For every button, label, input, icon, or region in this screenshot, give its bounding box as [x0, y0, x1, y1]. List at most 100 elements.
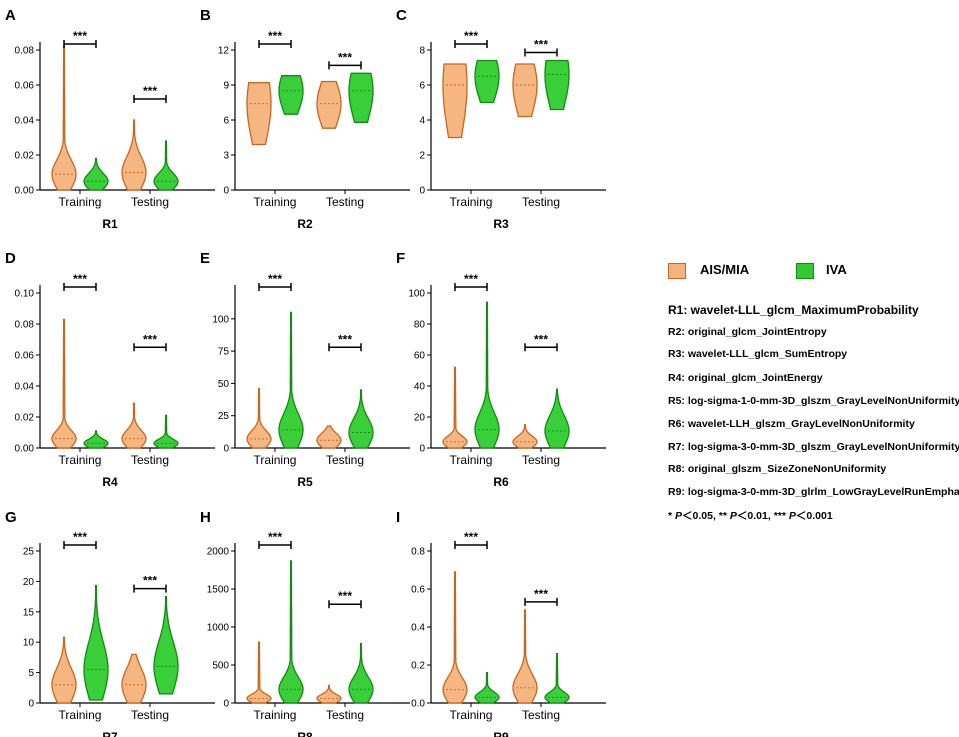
chart-title: R7: [102, 730, 118, 737]
y-tick-label: 500: [212, 661, 229, 672]
legend-label-iva: IVA: [826, 262, 847, 277]
violin-aismia-training: [51, 318, 77, 449]
y-tick-label: 0: [419, 186, 425, 197]
panel-g: G 0 5 10 15 20 25 Training Testing R7 *** ***: [5, 509, 215, 737]
significance-label: ***: [73, 272, 87, 286]
y-tick-label: 10: [23, 638, 35, 649]
significance-label: ***: [338, 332, 352, 346]
x-tick-label: Training: [450, 708, 493, 722]
y-tick-label: 0.4: [411, 623, 425, 634]
legend-swatch-iva: [796, 263, 814, 279]
significance-label: ***: [268, 272, 282, 286]
x-tick-label: Testing: [522, 195, 560, 209]
significance-label: ***: [143, 332, 157, 346]
feature-r3: R3: wavelet-LLL_glcm_SumEntropy: [668, 348, 848, 360]
panel-letter: E: [200, 250, 210, 267]
violin-iva-training: [278, 560, 304, 704]
chart-title: R2: [297, 217, 313, 231]
y-tick-label: 80: [414, 320, 426, 331]
x-tick-label: Training: [450, 453, 493, 467]
y-tick-label: 0.6: [411, 585, 425, 596]
violin-iva-testing: [348, 72, 374, 123]
y-tick-label: 0.04: [15, 382, 35, 393]
y-tick-label: 20: [414, 413, 426, 424]
y-tick-label: 0: [223, 186, 229, 197]
panel-letter: A: [5, 7, 16, 24]
significance-label: ***: [268, 530, 282, 544]
y-tick-label: 40: [414, 382, 426, 393]
violin-aismia-testing: [121, 119, 147, 191]
violin-iva-training: [474, 59, 500, 104]
p-note-part-3: ＜0.01, ***: [736, 510, 789, 522]
chart-title: R9: [493, 730, 509, 737]
violin-aismia-testing: [512, 424, 538, 449]
x-tick-label: Testing: [326, 453, 364, 467]
violin-iva-testing: [544, 59, 570, 111]
violin-aismia-testing: [512, 609, 538, 704]
x-tick-label: Training: [450, 195, 493, 209]
y-tick-label: 5: [28, 668, 34, 679]
x-tick-label: Testing: [522, 453, 560, 467]
violin-iva-testing: [153, 595, 179, 695]
y-tick-label: 2: [419, 151, 425, 162]
violin-iva-training: [83, 430, 109, 449]
significance-label: ***: [534, 38, 548, 52]
panel-h: H 0 500 1000 1500 2000 Training Testing R8 *** ***: [200, 509, 410, 737]
violin-iva-training: [474, 301, 500, 449]
significance-label: ***: [73, 530, 87, 544]
panel-letter: F: [396, 250, 405, 267]
y-tick-label: 0.00: [15, 186, 35, 197]
violin-aismia-testing: [316, 80, 342, 129]
significance-label: ***: [464, 272, 478, 286]
feature-r7: R7: log-sigma-3-0-mm-3D_glszm_GrayLevelN…: [668, 441, 959, 453]
feature-r2: R2: original_glcm_JointEntropy: [668, 326, 827, 338]
panel-d: D 0.00 0.02 0.04 0.06 0.08 0.10 Training Testing…: [5, 250, 215, 489]
significance-label: ***: [143, 84, 157, 98]
panel-a: A 0.00 0.02 0.04 0.06 0.08 Training Testing R1 **…: [5, 7, 215, 231]
y-tick-label: 0.02: [15, 413, 35, 424]
violin-iva-testing: [544, 388, 570, 449]
y-tick-label: 0.0: [411, 699, 425, 710]
y-tick-label: 8: [419, 46, 425, 57]
violin-iva-training: [278, 311, 304, 449]
y-tick-label: 0.04: [15, 116, 35, 127]
panel-e: E 0 25 50 75 100 Training Testing R5 *** ***: [200, 250, 410, 489]
panel-letter: G: [5, 509, 17, 526]
violin-iva-testing: [153, 414, 179, 449]
y-tick-label: 25: [23, 547, 35, 558]
y-tick-label: 100: [212, 314, 229, 325]
panel-letter: I: [396, 509, 400, 526]
p-value-note: * P＜0.05, ** P＜0.01, *** P＜0.001: [668, 508, 833, 523]
violin-iva-training: [474, 671, 500, 704]
chart-title: R5: [297, 475, 313, 489]
violin-aismia-training: [442, 571, 468, 704]
x-tick-label: Testing: [131, 708, 169, 722]
significance-label: ***: [464, 29, 478, 43]
feature-r5: R5: log-sigma-1-0-mm-3D_glszm_GrayLevelN…: [668, 395, 959, 407]
violin-aismia-training: [442, 366, 468, 449]
significance-label: ***: [338, 50, 352, 64]
violin-aismia-training: [246, 387, 272, 449]
p-symbol-1: P: [675, 510, 683, 522]
y-tick-label: 0.00: [15, 444, 35, 455]
y-tick-label: 9: [223, 81, 229, 92]
y-tick-label: 100: [408, 289, 425, 300]
violin-aismia-testing: [121, 653, 147, 704]
x-tick-label: Testing: [326, 708, 364, 722]
y-tick-label: 0.02: [15, 151, 35, 162]
y-tick-label: 0: [223, 444, 229, 455]
x-tick-label: Training: [254, 453, 297, 467]
significance-label: ***: [268, 29, 282, 43]
violin-aismia-testing: [316, 684, 342, 704]
x-tick-label: Testing: [326, 195, 364, 209]
panel-letter: C: [396, 7, 407, 24]
p-note-part-2: ＜0.05, **: [682, 510, 730, 522]
x-tick-label: Training: [59, 195, 102, 209]
panel-letter: H: [200, 509, 211, 526]
y-tick-label: 50: [218, 379, 230, 390]
panel-letter: D: [5, 250, 16, 267]
x-tick-label: Testing: [131, 453, 169, 467]
p-symbol-2: P: [729, 510, 737, 522]
chart-title: R4: [102, 475, 118, 489]
